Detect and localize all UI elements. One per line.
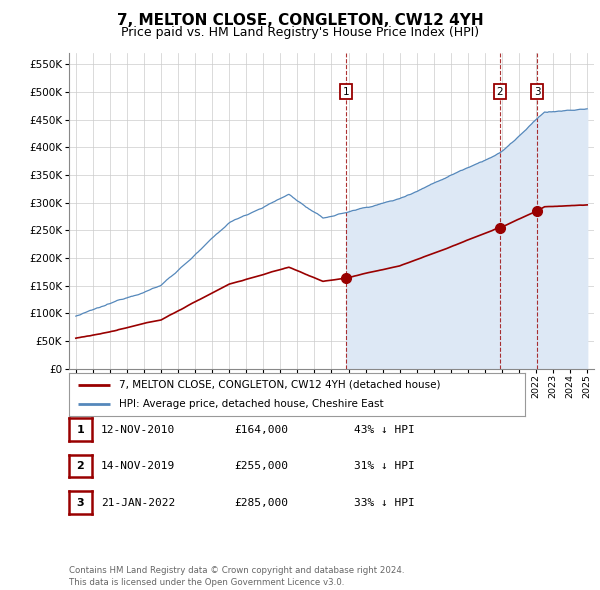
Text: 2: 2 bbox=[77, 461, 84, 471]
Text: Contains HM Land Registry data © Crown copyright and database right 2024.
This d: Contains HM Land Registry data © Crown c… bbox=[69, 566, 404, 587]
Text: 1: 1 bbox=[343, 87, 350, 97]
Text: 1: 1 bbox=[77, 425, 84, 434]
Text: £285,000: £285,000 bbox=[234, 498, 288, 507]
Text: 31% ↓ HPI: 31% ↓ HPI bbox=[354, 461, 415, 471]
Text: 3: 3 bbox=[77, 498, 84, 507]
Text: 33% ↓ HPI: 33% ↓ HPI bbox=[354, 498, 415, 507]
Text: 2: 2 bbox=[496, 87, 503, 97]
Text: 14-NOV-2019: 14-NOV-2019 bbox=[101, 461, 175, 471]
Text: 7, MELTON CLOSE, CONGLETON, CW12 4YH (detached house): 7, MELTON CLOSE, CONGLETON, CW12 4YH (de… bbox=[119, 380, 440, 390]
Text: 21-JAN-2022: 21-JAN-2022 bbox=[101, 498, 175, 507]
Text: £164,000: £164,000 bbox=[234, 425, 288, 434]
Text: 12-NOV-2010: 12-NOV-2010 bbox=[101, 425, 175, 434]
Text: HPI: Average price, detached house, Cheshire East: HPI: Average price, detached house, Ches… bbox=[119, 399, 384, 409]
Text: £255,000: £255,000 bbox=[234, 461, 288, 471]
Text: Price paid vs. HM Land Registry's House Price Index (HPI): Price paid vs. HM Land Registry's House … bbox=[121, 26, 479, 39]
Text: 43% ↓ HPI: 43% ↓ HPI bbox=[354, 425, 415, 434]
Text: 7, MELTON CLOSE, CONGLETON, CW12 4YH: 7, MELTON CLOSE, CONGLETON, CW12 4YH bbox=[116, 13, 484, 28]
Text: 3: 3 bbox=[534, 87, 541, 97]
